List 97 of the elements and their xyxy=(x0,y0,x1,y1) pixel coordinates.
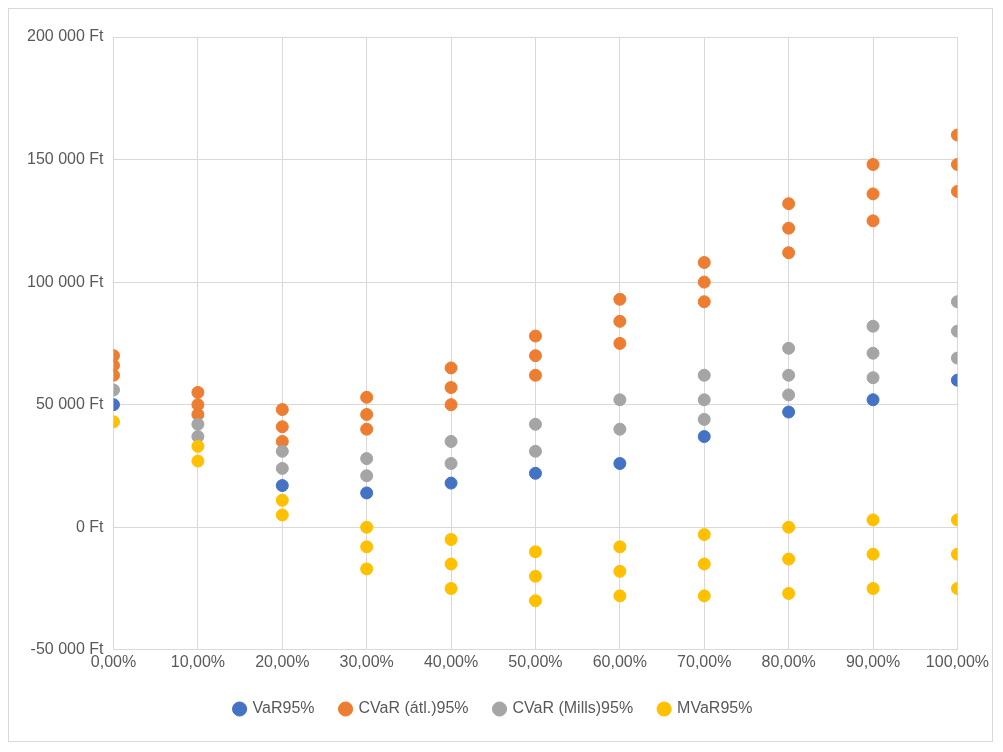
legend-label: CVaR (átl.)95% xyxy=(358,699,469,717)
x-tick-label: 70,00% xyxy=(677,652,732,670)
point xyxy=(613,314,627,328)
point xyxy=(613,564,627,578)
point xyxy=(360,562,374,576)
point xyxy=(444,381,458,395)
point xyxy=(528,444,542,458)
point xyxy=(697,393,711,407)
point xyxy=(528,466,542,480)
x-tick-label: 80,00% xyxy=(761,652,816,670)
point xyxy=(528,349,542,363)
x-tick-label: 100,00% xyxy=(925,652,989,670)
point xyxy=(191,385,205,399)
point xyxy=(866,393,880,407)
point xyxy=(782,520,796,534)
point xyxy=(697,275,711,289)
point xyxy=(866,346,880,360)
x-tick-label: 10,00% xyxy=(170,652,226,670)
y-tick-label: 0 Ft xyxy=(75,517,105,535)
y-tick-label: 50 000 Ft xyxy=(35,395,105,413)
x-tick-label: 20,00% xyxy=(255,652,310,670)
point xyxy=(866,319,880,333)
point xyxy=(275,461,289,475)
point xyxy=(782,552,796,566)
point xyxy=(613,422,627,436)
point xyxy=(697,557,711,571)
point xyxy=(697,295,711,309)
point xyxy=(697,412,711,426)
point xyxy=(782,388,796,402)
point xyxy=(275,420,289,434)
point xyxy=(613,336,627,350)
point xyxy=(613,292,627,306)
point xyxy=(275,444,289,458)
point xyxy=(275,479,289,493)
point xyxy=(866,157,880,171)
point xyxy=(697,430,711,444)
point xyxy=(697,368,711,382)
point xyxy=(275,434,289,448)
legend-label: MVaR95% xyxy=(677,699,753,717)
point xyxy=(697,256,711,270)
x-tick-label: 50,00% xyxy=(508,652,563,670)
x-tick-label: 90,00% xyxy=(845,652,901,670)
point xyxy=(528,329,542,343)
point xyxy=(528,368,542,382)
point xyxy=(275,493,289,507)
point xyxy=(360,407,374,421)
point xyxy=(360,486,374,500)
point xyxy=(444,434,458,448)
point xyxy=(697,528,711,542)
point xyxy=(613,540,627,554)
point xyxy=(444,361,458,375)
point xyxy=(275,508,289,522)
point xyxy=(782,221,796,235)
point xyxy=(782,586,796,600)
point xyxy=(782,197,796,211)
point xyxy=(866,371,880,385)
point xyxy=(528,417,542,431)
point xyxy=(444,533,458,546)
point xyxy=(360,540,374,554)
point xyxy=(360,469,374,483)
point xyxy=(528,569,542,583)
point xyxy=(444,398,458,412)
point xyxy=(697,589,711,603)
point xyxy=(782,341,796,355)
x-tick-label: 60,00% xyxy=(592,652,647,670)
point xyxy=(360,422,374,436)
x-tick-label: 40,00% xyxy=(423,652,479,670)
point xyxy=(528,594,542,608)
point xyxy=(444,457,458,471)
point xyxy=(866,513,880,527)
point xyxy=(866,582,880,596)
point xyxy=(360,452,374,466)
point xyxy=(444,557,458,571)
x-tick-label: 30,00% xyxy=(339,652,394,670)
legend-label: CVaR (Mills)95% xyxy=(512,699,634,717)
point xyxy=(782,405,796,419)
point xyxy=(613,589,627,603)
point xyxy=(444,476,458,490)
point xyxy=(191,439,205,453)
legend-label: VaR95% xyxy=(252,699,315,717)
point xyxy=(191,417,205,431)
point xyxy=(613,393,627,407)
point xyxy=(866,214,880,228)
point xyxy=(360,390,374,404)
point xyxy=(613,457,627,471)
point xyxy=(782,368,796,382)
point xyxy=(866,547,880,561)
point xyxy=(191,454,205,468)
y-tick-label: 150 000 Ft xyxy=(27,149,105,167)
point xyxy=(782,246,796,260)
point xyxy=(360,520,374,534)
point xyxy=(528,545,542,559)
point xyxy=(866,187,880,201)
point xyxy=(275,403,289,417)
y-tick-label: 200 000 Ft xyxy=(27,27,105,45)
y-tick-label: 100 000 Ft xyxy=(27,272,105,290)
point xyxy=(444,582,458,596)
